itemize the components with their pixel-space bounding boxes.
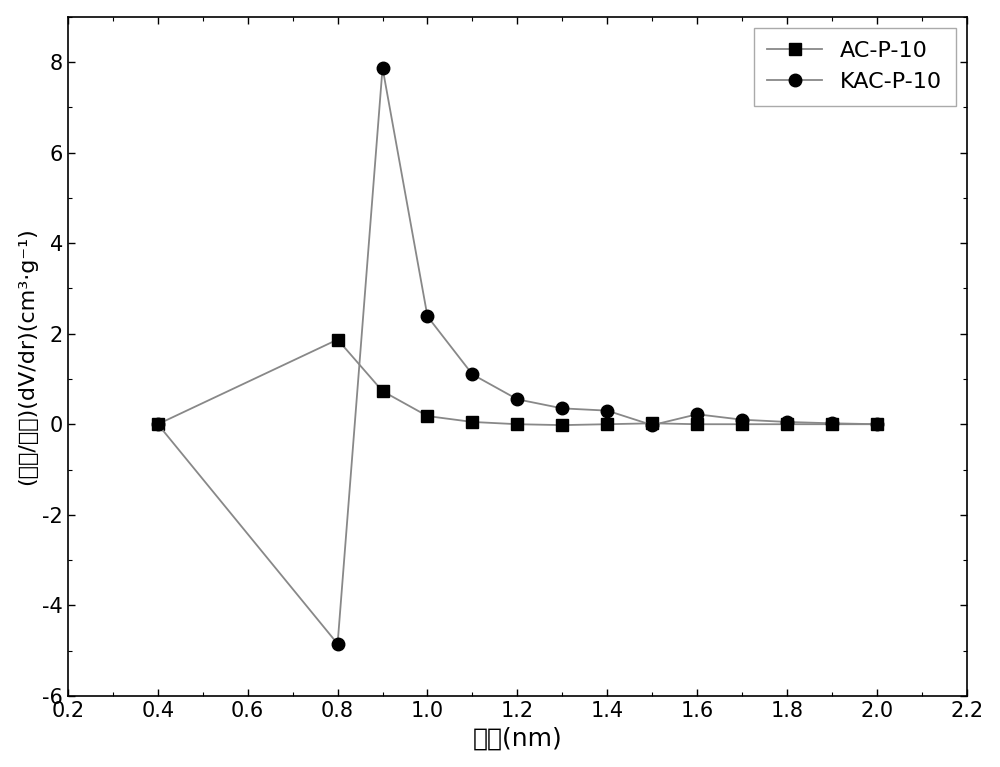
AC-P-10 [466, 417, 478, 426]
AC-P-10 [781, 420, 793, 429]
AC-P-10 [871, 420, 883, 429]
AC-P-10 [691, 420, 703, 429]
X-axis label: 孔径(nm): 孔径(nm) [472, 726, 562, 750]
Y-axis label: (孔容/孔径)(dV/dr)(cm³·g⁻¹): (孔容/孔径)(dV/dr)(cm³·g⁻¹) [17, 228, 37, 486]
AC-P-10 [601, 420, 613, 429]
KAC-P-10 [826, 419, 838, 428]
KAC-P-10 [736, 415, 748, 424]
Line: KAC-P-10: KAC-P-10 [152, 61, 883, 650]
Legend: AC-P-10, KAC-P-10: AC-P-10, KAC-P-10 [754, 28, 956, 106]
AC-P-10 [736, 420, 748, 429]
Line: AC-P-10: AC-P-10 [152, 334, 882, 431]
KAC-P-10 [781, 417, 793, 426]
KAC-P-10 [871, 420, 883, 429]
KAC-P-10 [556, 403, 568, 413]
KAC-P-10 [466, 370, 478, 379]
AC-P-10 [421, 411, 433, 420]
AC-P-10 [152, 420, 164, 429]
AC-P-10 [646, 419, 658, 428]
KAC-P-10 [421, 312, 433, 321]
KAC-P-10 [332, 639, 344, 648]
AC-P-10 [826, 420, 838, 429]
AC-P-10 [556, 420, 568, 430]
KAC-P-10 [152, 420, 164, 429]
AC-P-10 [377, 387, 389, 396]
AC-P-10 [332, 335, 344, 344]
KAC-P-10 [691, 410, 703, 419]
KAC-P-10 [377, 63, 389, 72]
AC-P-10 [511, 420, 523, 429]
KAC-P-10 [601, 406, 613, 415]
KAC-P-10 [511, 395, 523, 404]
KAC-P-10 [646, 420, 658, 430]
